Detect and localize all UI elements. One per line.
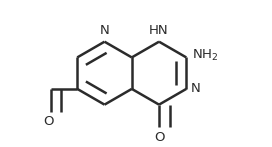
Text: O: O <box>154 131 164 144</box>
Text: NH$_2$: NH$_2$ <box>192 48 218 63</box>
Text: O: O <box>44 115 54 128</box>
Text: HN: HN <box>149 24 169 37</box>
Text: N: N <box>191 82 201 95</box>
Text: N: N <box>100 24 109 37</box>
